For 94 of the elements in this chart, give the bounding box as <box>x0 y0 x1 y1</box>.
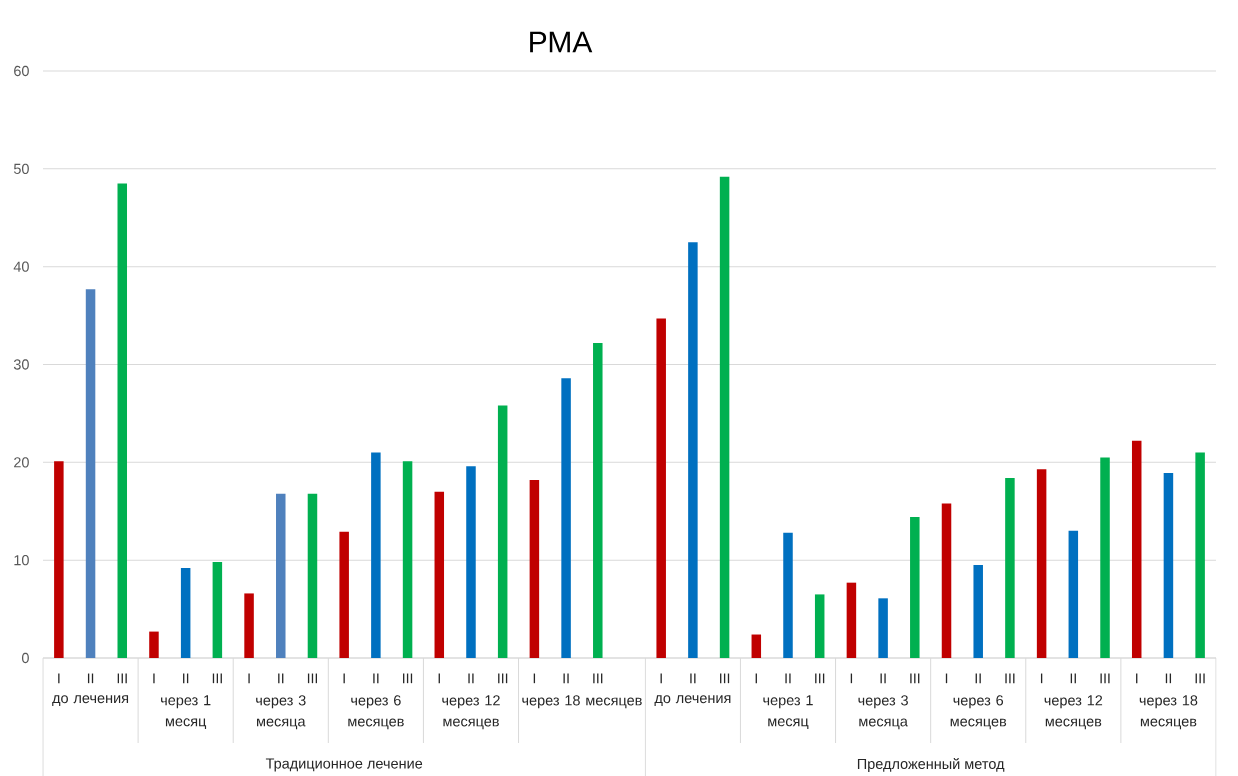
x-tick-label: II <box>880 673 886 684</box>
x-tick-label: II <box>468 673 474 684</box>
text: до лечения <box>654 695 731 706</box>
x-tick-label: I <box>1040 673 1043 684</box>
x-tick-label: III <box>910 673 920 684</box>
bar <box>561 378 571 658</box>
x-tick-label: III <box>307 673 318 684</box>
x-tick-label: II <box>183 673 189 684</box>
bar <box>1195 452 1205 658</box>
bar <box>497 405 508 658</box>
bar <box>1036 469 1047 658</box>
bar <box>276 493 286 658</box>
bar <box>688 242 698 658</box>
bar <box>466 466 476 658</box>
text: через 12 месяцев <box>442 695 500 730</box>
bar <box>656 318 666 658</box>
bar <box>212 562 223 658</box>
bar <box>593 342 603 658</box>
bar <box>814 594 825 658</box>
x-tick-label: II <box>1070 673 1076 684</box>
bar <box>307 493 318 658</box>
x-tick-label: II <box>690 673 696 684</box>
x-tick-label: III <box>1005 673 1015 684</box>
bar <box>783 532 793 658</box>
x-tick-label: I <box>248 673 250 684</box>
x-tick-label: II <box>373 673 379 684</box>
x-tick-label: II <box>975 673 981 684</box>
y-tick-label: 0 <box>21 652 29 664</box>
text: через 12 месяцев <box>1044 695 1103 730</box>
bar <box>339 531 349 658</box>
x-tick-label: I <box>660 673 662 684</box>
bar <box>1163 473 1174 658</box>
x-tick-label: III <box>117 673 127 684</box>
bar <box>910 517 920 658</box>
bar <box>719 176 730 658</box>
bar <box>1005 477 1015 658</box>
y-tick-label: 30 <box>13 359 29 370</box>
bar <box>244 593 254 658</box>
bar <box>149 631 159 658</box>
text: через 3 месяца <box>858 695 908 730</box>
bar <box>402 461 413 658</box>
text: через 18 месяцев <box>1139 695 1198 730</box>
x-tick-label: III <box>212 673 222 684</box>
text: через 1 месяц <box>161 695 211 730</box>
bar <box>117 183 128 658</box>
bar <box>973 565 983 658</box>
x-tick-label: III <box>593 673 603 684</box>
bar <box>54 461 64 658</box>
text: Предложенный метод <box>857 758 1005 772</box>
x-tick-label: I <box>1136 673 1138 684</box>
bar <box>371 452 381 658</box>
x-tick-label: I <box>153 673 155 684</box>
x-tick-label: I <box>58 673 60 684</box>
chart-title: РМА <box>530 31 593 53</box>
bar <box>941 503 952 658</box>
text: Традиционное лечение <box>265 758 423 772</box>
x-tick-label: II <box>785 673 791 684</box>
bar <box>878 598 888 658</box>
bar <box>1068 530 1079 658</box>
x-tick-label: III <box>720 673 730 684</box>
text: до лечения <box>52 695 129 706</box>
y-tick-label: 40 <box>13 261 29 272</box>
bar <box>1100 457 1110 658</box>
text: через 6 месяцев <box>348 695 404 730</box>
x-tick-label: I <box>438 673 440 684</box>
bar <box>85 289 96 658</box>
bar <box>1131 440 1142 658</box>
bar <box>751 634 762 658</box>
bar <box>846 582 857 658</box>
x-tick-label: I <box>533 673 536 684</box>
x-tick-label: III <box>1195 673 1205 684</box>
x-tick-label: II <box>563 673 569 684</box>
x-tick-label: I <box>945 673 948 684</box>
text: через 18 месяцев <box>522 695 642 709</box>
x-tick-label: II <box>278 673 284 684</box>
text: через 3 месяца <box>256 695 306 730</box>
x-tick-label: II <box>87 673 94 684</box>
x-tick-label: I <box>850 673 853 684</box>
bar <box>434 491 445 658</box>
x-tick-label: III <box>498 673 508 684</box>
y-tick-label: 10 <box>14 555 29 566</box>
y-tick-label: 50 <box>13 163 29 174</box>
x-tick-label: III <box>815 673 825 684</box>
bar <box>529 479 540 658</box>
x-tick-label: III <box>403 673 413 684</box>
x-tick-label: I <box>755 673 757 684</box>
x-tick-label: II <box>1165 673 1172 684</box>
y-tick-label: 20 <box>14 457 29 468</box>
y-tick-label: 60 <box>14 65 29 77</box>
x-tick-label: I <box>343 673 345 684</box>
text: через 6 месяцев <box>950 695 1007 730</box>
x-tick-label: III <box>1100 673 1110 684</box>
text: через 1 месяц <box>763 695 813 730</box>
bar <box>180 567 191 658</box>
